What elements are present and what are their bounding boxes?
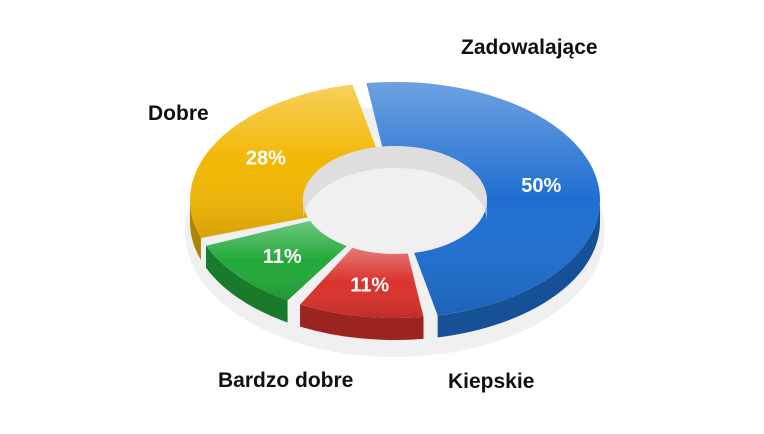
slice-side-3 <box>190 200 201 261</box>
slice-side-2 <box>206 245 288 323</box>
slice-shine-1 <box>300 247 424 319</box>
slice-value-label-2: 11% <box>263 246 302 268</box>
slice-2 <box>206 220 347 323</box>
label-zadowalajace: Zadowalające <box>461 36 598 59</box>
donut-hole-wall <box>303 146 487 222</box>
slice-side-0 <box>437 200 600 338</box>
slice-value-label-3: 28% <box>246 148 286 170</box>
slice-side-1 <box>300 304 424 340</box>
slice-shine-3 <box>190 84 376 239</box>
slice-1 <box>300 247 424 340</box>
label-dobre: Dobre <box>148 102 209 125</box>
slice-3 <box>190 84 376 261</box>
label-kiepskie: Kiepskie <box>448 370 535 393</box>
slice-0 <box>366 81 601 338</box>
slice-value-label-0: 50% <box>521 175 561 197</box>
label-bardzo-dobre: Bardzo dobre <box>218 369 354 392</box>
slice-value-label-1: 11% <box>350 275 389 297</box>
slice-shine-2 <box>206 220 347 301</box>
slice-shine-0 <box>366 81 601 316</box>
